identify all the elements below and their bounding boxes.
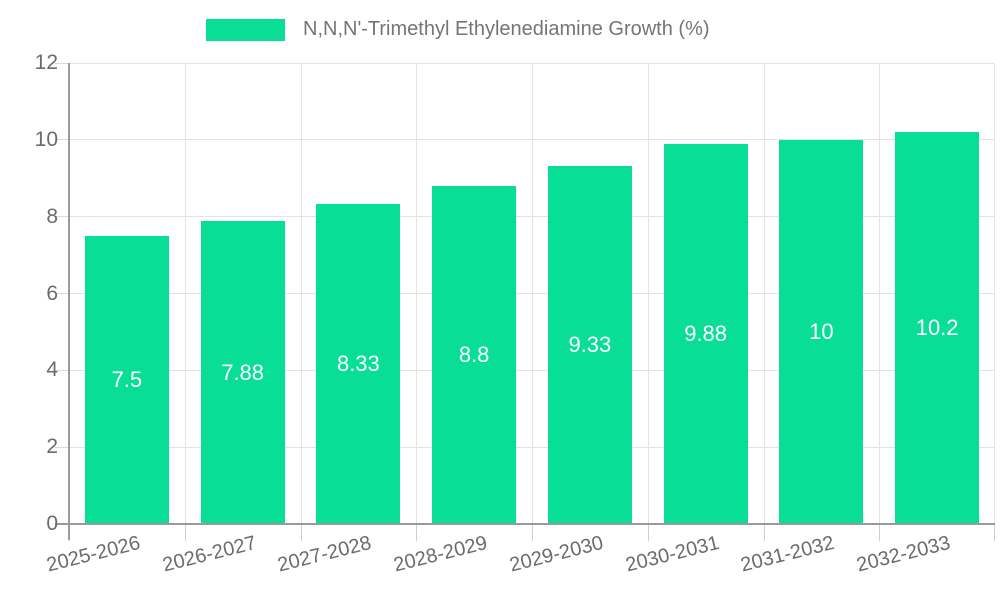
gridline-vertical [416, 63, 418, 524]
gridline-vertical [184, 63, 186, 524]
gridline-vertical [532, 63, 533, 524]
plot-area: 7.5 7.88 8.33 8.8 9.33 9.88 10 10.2 [55, 62, 995, 541]
y-axis-tick-label: 2 [46, 435, 58, 459]
bar-value-label: 8.33 [336, 350, 380, 376]
bar-value-label: 9.88 [684, 321, 728, 347]
legend-swatch-icon [206, 18, 285, 41]
y-axis-tick-label: 6 [46, 281, 58, 305]
bar[interactable] [84, 235, 169, 524]
x-axis-tick [647, 524, 649, 541]
y-axis-tick [55, 139, 69, 141]
x-axis-tick [184, 524, 186, 541]
gridline-vertical [647, 63, 649, 524]
y-axis-tick [55, 369, 69, 371]
y-axis-tick [55, 216, 69, 218]
bar-value-label: 10.2 [915, 315, 959, 341]
bar[interactable] [316, 204, 401, 524]
bar-value-label: 7.88 [221, 359, 265, 385]
gridline-vertical [300, 63, 302, 524]
y-axis-tick-label: 8 [46, 204, 58, 228]
gridline-vertical [879, 63, 881, 524]
gridline-vertical [763, 63, 765, 524]
bar-value-label: 8.8 [458, 341, 490, 367]
legend-label: N,N,N'-Trimethyl Ethylenediamine Growth … [303, 18, 710, 40]
y-axis-tick [55, 62, 69, 64]
x-axis-tick [763, 524, 765, 541]
x-axis-line [55, 523, 995, 525]
y-axis-tick-label: 4 [46, 358, 58, 382]
legend[interactable]: N,N,N'-Trimethyl Ethylenediamine Growth … [206, 18, 710, 41]
y-axis-tick-label: 12 [34, 51, 58, 74]
bar[interactable] [779, 139, 864, 524]
x-axis-tick [879, 524, 881, 541]
bar[interactable] [895, 132, 980, 524]
y-axis-line [68, 63, 70, 540]
x-axis-tick [416, 524, 418, 541]
y-axis-tick-label: 0 [46, 512, 58, 535]
bar[interactable] [663, 144, 748, 524]
y-axis-tick-label: 10 [34, 127, 58, 151]
bar-value-label: 7.5 [111, 366, 143, 392]
x-axis-tick [300, 524, 302, 541]
bar[interactable] [432, 185, 517, 524]
bar-value-label: 9.33 [568, 331, 612, 357]
x-axis-tick [532, 524, 533, 541]
bar[interactable] [200, 221, 285, 524]
bar[interactable] [547, 165, 632, 524]
x-axis-tick [994, 524, 995, 541]
y-axis-tick [55, 293, 69, 294]
bar-value-label: 10 [809, 318, 834, 344]
gridline-vertical [994, 63, 995, 524]
y-axis-tick [55, 446, 69, 448]
